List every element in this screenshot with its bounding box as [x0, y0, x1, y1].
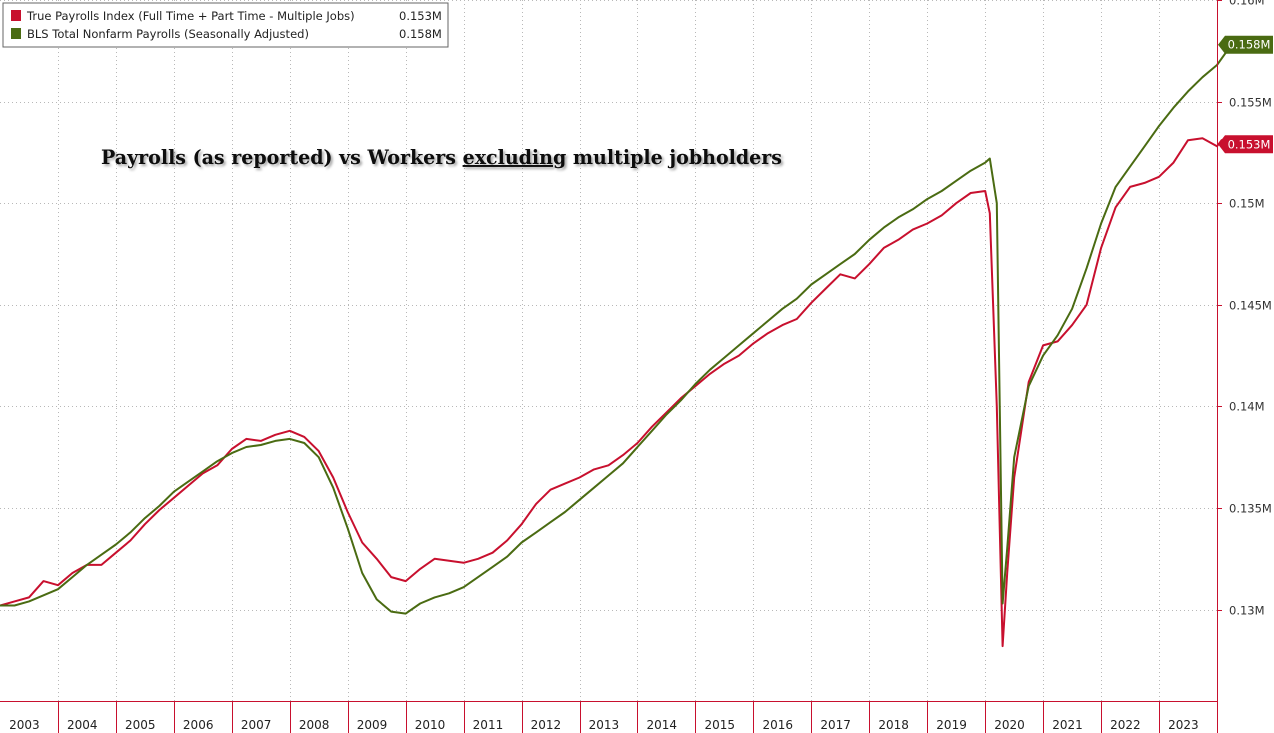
- x-tick-label: 2013: [589, 718, 620, 732]
- x-tick-label: 2017: [820, 718, 851, 732]
- chart-title: Payrolls (as reported) vs Workers exclud…: [101, 146, 782, 169]
- chart-title-underlined: excluding: [463, 146, 567, 169]
- value-tag-true-payrolls: 0.153M: [1218, 135, 1273, 154]
- x-tick-label: 2021: [1052, 718, 1083, 732]
- value-tag-bls-payrolls-label: 0.158M: [1228, 38, 1271, 52]
- legend-label-true-payrolls: True Payrolls Index (Full Time + Part Ti…: [26, 9, 355, 23]
- x-tick-label: 2006: [183, 718, 214, 732]
- legend-label-bls-payrolls: BLS Total Nonfarm Payrolls (Seasonally A…: [27, 27, 309, 41]
- x-tick-label: 2016: [762, 718, 793, 732]
- x-tick-label: 2014: [647, 718, 678, 732]
- y-tick-label: 0.135M: [1229, 502, 1272, 516]
- x-tick-label: 2005: [125, 718, 156, 732]
- value-tag-true-payrolls-label: 0.153M: [1228, 137, 1271, 151]
- y-tick-label: 0.155M: [1229, 96, 1272, 110]
- x-tick-label: 2007: [241, 718, 272, 732]
- y-tick-label: 0.13M: [1229, 604, 1265, 618]
- x-tick-label: 2012: [531, 718, 562, 732]
- x-tick-label: 2010: [415, 718, 446, 732]
- legend-value-bls-payrolls: 0.158M: [399, 27, 442, 41]
- x-tick-label: 2004: [67, 718, 98, 732]
- x-tick-label: 2022: [1110, 718, 1141, 732]
- series-line-true-payrolls: [0, 137, 1233, 648]
- legend-swatch-bls-payrolls: [11, 28, 21, 39]
- series-line-bls-payrolls: [0, 43, 1233, 615]
- chart-title-part-2: multiple jobholders: [566, 146, 782, 169]
- x-tick-label: 2023: [1168, 718, 1199, 732]
- legend-value-true-payrolls: 0.153M: [399, 9, 442, 23]
- x-tick-label: 2018: [878, 718, 909, 732]
- value-tag-bls-payrolls-bg: [1218, 35, 1273, 54]
- legend: True Payrolls Index (Full Time + Part Ti…: [2, 2, 449, 48]
- value-tag-bls-payrolls: 0.158M: [1218, 35, 1273, 54]
- value-tag-true-payrolls-bg: [1218, 135, 1273, 154]
- x-tick-label: 2003: [9, 718, 40, 732]
- x-tick-label: 2011: [473, 718, 504, 732]
- y-tick-label: 0.145M: [1229, 299, 1272, 313]
- x-tick-label: 2020: [994, 718, 1025, 732]
- x-tick-label: 2009: [357, 718, 388, 732]
- legend-swatch-true-payrolls: [11, 10, 21, 21]
- x-tick-label: 2015: [704, 718, 735, 732]
- grid: [0, 0, 1217, 701]
- y-tick-label: 0.16M: [1229, 0, 1265, 8]
- legend-box: [2, 2, 449, 48]
- chart-title-part-1: Payrolls (as reported) vs Workers: [101, 146, 463, 169]
- y-tick-label: 0.15M: [1229, 197, 1265, 211]
- y-tick-label: 0.14M: [1229, 400, 1265, 414]
- x-tick-label: 2019: [936, 718, 967, 732]
- x-tick-label: 2008: [299, 718, 330, 732]
- series-lines: [0, 43, 1233, 648]
